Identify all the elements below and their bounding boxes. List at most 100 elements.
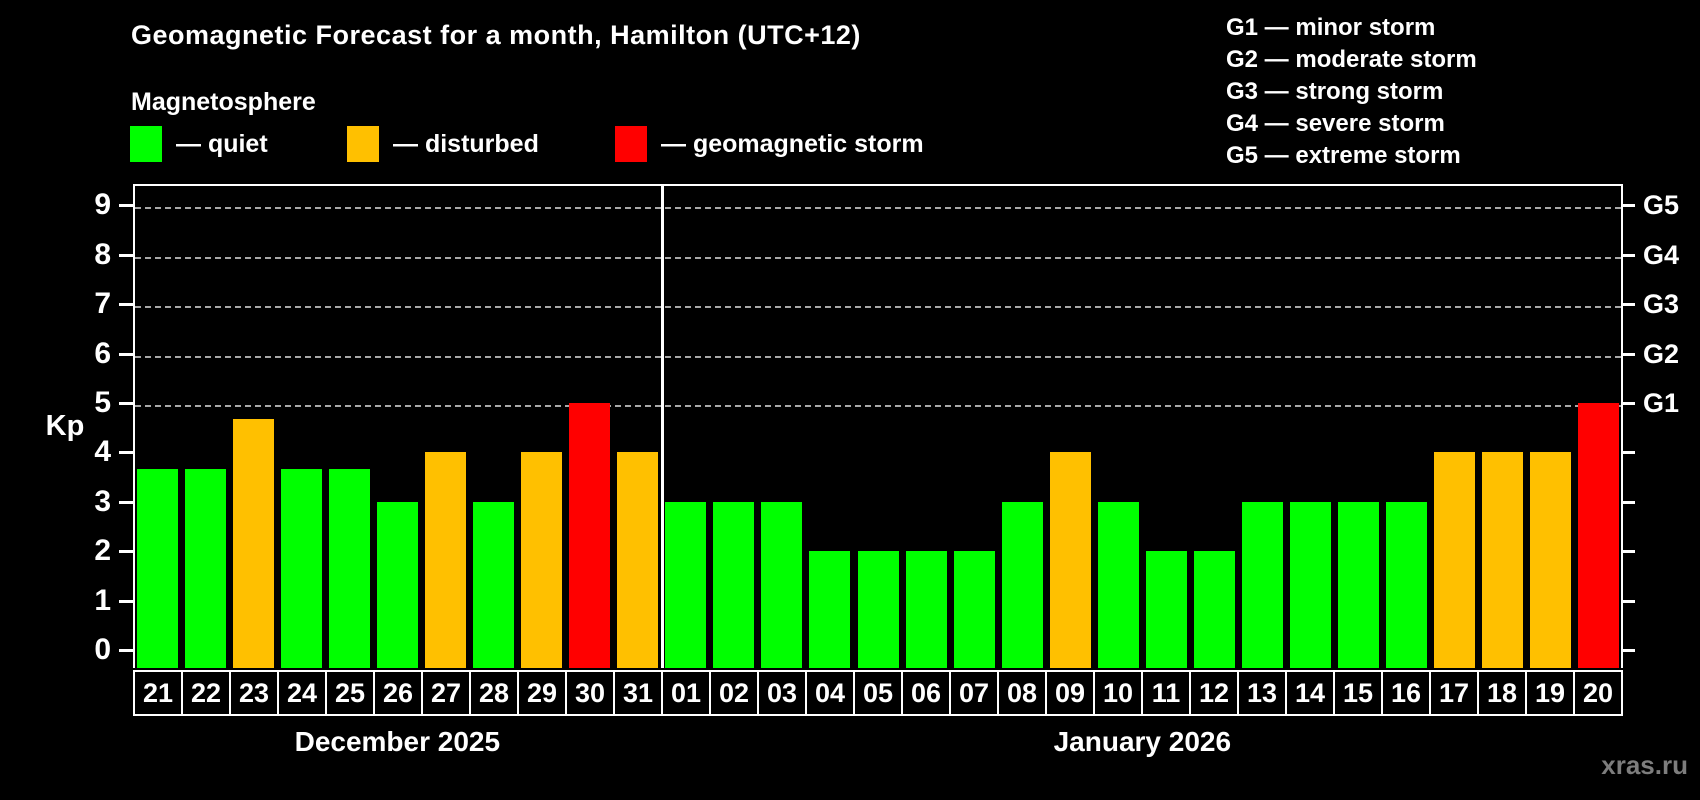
y-tick-label-7: 7 — [94, 287, 111, 321]
kp-bar-day-13 — [1242, 501, 1284, 668]
day-label-cell: 19 — [1525, 670, 1575, 716]
day-label-cell: 31 — [613, 670, 663, 716]
disturbed-label: — disturbed — [393, 129, 539, 158]
kp-bar-day-16 — [1386, 501, 1428, 668]
y-tick-label-8: 8 — [94, 237, 111, 271]
left-tick-kp3 — [119, 500, 133, 504]
kp-bar-day-02 — [713, 501, 755, 668]
quiet-color-swatch — [130, 126, 162, 162]
month-label: January 2026 — [1053, 726, 1232, 757]
kp-bar-day-07 — [953, 551, 995, 668]
day-label-cell: 22 — [181, 670, 231, 716]
day-label-cell: 03 — [757, 670, 807, 716]
kp-bar-day-06 — [905, 551, 947, 668]
gridline-kp9 — [135, 207, 1621, 210]
day-label-cell: 06 — [901, 670, 951, 716]
y-tick-label-5: 5 — [94, 386, 111, 419]
y-tick-label-1: 1 — [94, 583, 111, 617]
kp-bar-day-18 — [1482, 452, 1524, 668]
day-label-cell: 30 — [565, 670, 615, 716]
gridline-kp8 — [135, 256, 1621, 259]
g-axis-label-g3: G3 — [1643, 289, 1680, 320]
g-axis-label-g1: G1 — [1643, 388, 1680, 418]
kp-bar-day-08 — [1001, 501, 1043, 668]
left-tick-kp5 — [119, 402, 133, 405]
day-label-cell: 11 — [1141, 670, 1191, 716]
month-divider — [660, 186, 664, 668]
kp-bar-day-20 — [1578, 403, 1620, 668]
day-label-cell: 04 — [805, 670, 855, 716]
legend-item-disturbed: — disturbed — [347, 126, 539, 162]
kp-bar-day-03 — [761, 501, 803, 668]
day-label-cell: 12 — [1189, 670, 1239, 716]
left-tick-kp0 — [119, 649, 133, 652]
g-legend-item-g5: G5 — extreme storm — [1226, 142, 1461, 169]
kp-bar-day-15 — [1338, 501, 1380, 668]
magnetosphere-label: Magnetosphere — [131, 88, 316, 116]
page-title: Geomagnetic Forecast for a month, Hamilt… — [131, 20, 861, 50]
right-tick-kp2 — [1621, 550, 1635, 554]
g-legend-item-g2: G2 — moderate storm — [1226, 46, 1477, 73]
kp-bar-day-31 — [617, 452, 659, 668]
kp-bar-day-22 — [184, 468, 226, 668]
y-tick-label-2: 2 — [94, 534, 111, 568]
day-label-cell: 23 — [229, 670, 279, 716]
g-axis-label-g5: G5 — [1643, 190, 1680, 221]
g-axis-label-g2: G2 — [1643, 338, 1680, 369]
left-tick-kp6 — [119, 352, 133, 356]
kp-bar-day-05 — [857, 551, 899, 668]
left-tick-kp4 — [119, 451, 133, 455]
right-tick-kp9 — [1621, 204, 1635, 208]
gridline-kp5 — [135, 405, 1621, 407]
kp-bar-day-21 — [136, 468, 178, 668]
kp-bar-day-04 — [809, 551, 851, 668]
right-tick-kp7 — [1621, 303, 1635, 307]
day-label-cell: 18 — [1477, 670, 1527, 716]
g-scale-legend: G1 — minor storm G2 — moderate storm G3 … — [1226, 12, 1477, 172]
kp-bar-day-10 — [1097, 501, 1139, 668]
right-tick-kp8 — [1621, 253, 1635, 257]
day-label-cell: 16 — [1381, 670, 1431, 716]
day-label-cell: 14 — [1285, 670, 1335, 716]
day-label-cell: 17 — [1429, 670, 1479, 716]
day-label-cell: 02 — [709, 670, 759, 716]
y-tick-label-0: 0 — [94, 633, 111, 666]
kp-bar-day-29 — [521, 452, 563, 668]
day-label-cell: 21 — [133, 670, 183, 716]
kp-bar-day-17 — [1434, 452, 1476, 668]
day-label-cell: 27 — [421, 670, 471, 716]
day-label-cell: 10 — [1093, 670, 1143, 716]
gridline-kp6 — [135, 355, 1621, 358]
kp-bar-day-19 — [1530, 452, 1572, 668]
right-tick-kp0 — [1621, 649, 1635, 652]
y-axis-title: Kp — [45, 409, 85, 442]
y-tick-label-6: 6 — [94, 336, 111, 370]
x-axis-day-band: 21 22 23 24 25 26 27 28 29 30 31 01 02 03 04 05 06 07 08 09… — [133, 670, 1623, 716]
quiet-label: — quiet — [176, 129, 268, 158]
day-label-cell: 25 — [325, 670, 375, 716]
day-label-cell: 13 — [1237, 670, 1287, 716]
right-tick-kp6 — [1621, 352, 1635, 356]
kp-bar-day-14 — [1290, 501, 1332, 668]
kp-bar-day-25 — [328, 468, 370, 668]
day-label-cell: 09 — [1045, 670, 1095, 716]
day-label-cell: 07 — [949, 670, 999, 716]
g-legend-item-g4: G4 — severe storm — [1226, 110, 1445, 137]
g-legend-item-g1: G1 — minor storm — [1226, 14, 1436, 41]
month-label: December 2025 — [294, 726, 501, 757]
kp-bar-day-27 — [424, 452, 466, 668]
day-label-cell: 29 — [517, 670, 567, 716]
left-tick-kp9 — [119, 204, 133, 208]
day-label-cell: 26 — [373, 670, 423, 716]
kp-bar-day-12 — [1193, 551, 1235, 668]
y-tick-label-9: 9 — [94, 188, 111, 222]
g-legend-item-g3: G3 — strong storm — [1226, 78, 1444, 105]
day-label-cell: 24 — [277, 670, 327, 716]
day-label-cell: 08 — [997, 670, 1047, 716]
legend-item-storm: — geomagnetic storm — [615, 126, 924, 162]
kp-bar-day-01 — [665, 501, 707, 668]
day-label-cell: 20 — [1573, 670, 1623, 716]
g-axis-label-g4: G4 — [1643, 239, 1680, 270]
disturbed-color-swatch — [347, 126, 379, 162]
y-tick-label-4: 4 — [94, 435, 111, 469]
